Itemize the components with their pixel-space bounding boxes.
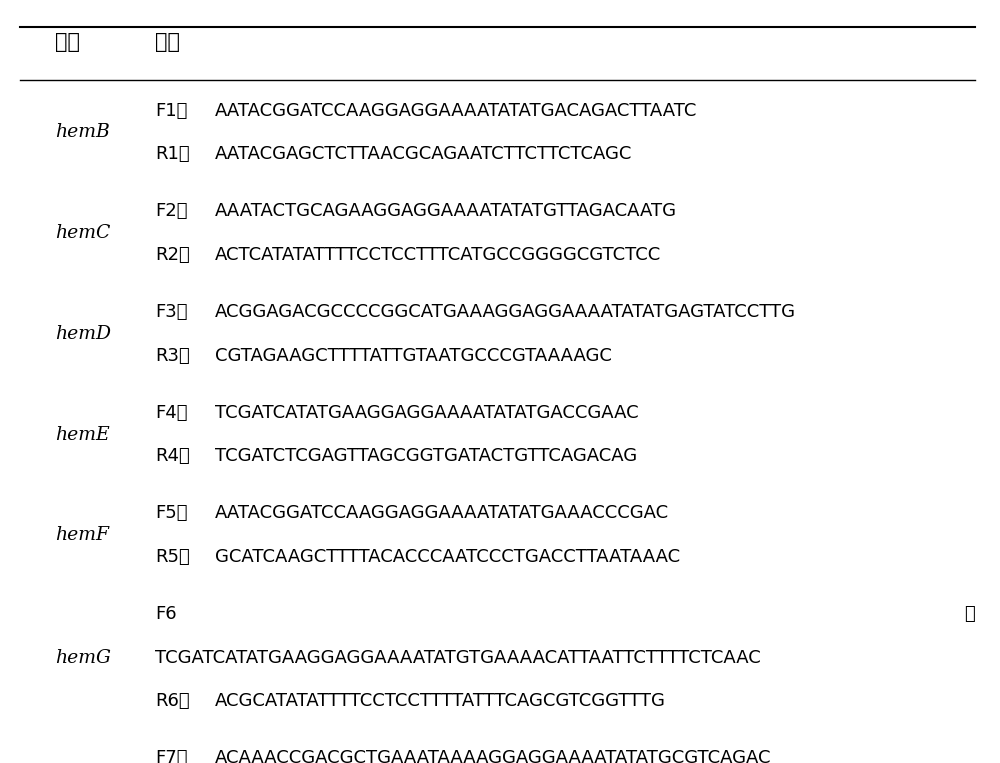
- Text: GCATCAAGCTTTTACACCCAATCCCTGACCTTAATAAAC: GCATCAAGCTTTTACACCCAATCCCTGACCTTAATAAAC: [215, 548, 680, 566]
- Text: AATACGGATCCAAGGAGGAAAATATATGAAACCCGAC: AATACGGATCCAAGGAGGAAAATATATGAAACCCGAC: [215, 504, 669, 523]
- Text: TCGATCATATGAAGGAGGAAAATATGTGAAAACATTAATTCTTTTCTCAAC: TCGATCATATGAAGGAGGAAAATATGTGAAAACATTAATT…: [155, 649, 761, 667]
- Text: 基因: 基因: [55, 32, 80, 52]
- Text: AAATACTGCAGAAGGAGGAAAATATATGTTAGACAATG: AAATACTGCAGAAGGAGGAAAATATATGTTAGACAATG: [215, 202, 677, 221]
- Text: F2：: F2：: [155, 202, 188, 221]
- Text: hemD: hemD: [55, 325, 111, 343]
- Text: F7：: F7：: [155, 749, 188, 763]
- Text: F5：: F5：: [155, 504, 188, 523]
- Text: AATACGGATCCAAGGAGGAAAATATATGACAGACTTAATC: AATACGGATCCAAGGAGGAAAATATATGACAGACTTAATC: [215, 101, 697, 120]
- Text: ACGGAGACGCCCCGGCATGAAAGGAGGAAAATATATGAGTATCCTTG: ACGGAGACGCCCCGGCATGAAAGGAGGAAAATATATGAGT…: [215, 303, 796, 321]
- Text: hemF: hemF: [55, 526, 109, 544]
- Text: hemC: hemC: [55, 224, 110, 242]
- Text: R1：: R1：: [155, 145, 190, 163]
- Text: F6: F6: [155, 605, 177, 623]
- Text: hemG: hemG: [55, 649, 111, 667]
- Text: 引物: 引物: [155, 32, 180, 52]
- Text: F3：: F3：: [155, 303, 188, 321]
- Text: ACTCATATATTTTCCTCCTTTCATGCCGGGGCGTCTCC: ACTCATATATTTTCCTCCTTTCATGCCGGGGCGTCTCC: [215, 246, 661, 264]
- Text: hemB: hemB: [55, 124, 110, 141]
- Text: CGTAGAAGCTTTTATTGTAATGCCCGTAAAAGC: CGTAGAAGCTTTTATTGTAATGCCCGTAAAAGC: [215, 346, 612, 365]
- Text: R2：: R2：: [155, 246, 190, 264]
- Text: R5：: R5：: [155, 548, 190, 566]
- Text: AATACGAGCTCTTAACGCAGAATCTTCTTCTCAGC: AATACGAGCTCTTAACGCAGAATCTTCTTCTCAGC: [215, 145, 632, 163]
- Text: hemE: hemE: [55, 426, 110, 443]
- Text: R4：: R4：: [155, 447, 190, 465]
- Text: TCGATCTCGAGTTAGCGGTGATACTGTTCAGACAG: TCGATCTCGAGTTAGCGGTGATACTGTTCAGACAG: [215, 447, 637, 465]
- Text: F1：: F1：: [155, 101, 187, 120]
- Text: ACAAACCGACGCTGAAATAAAAGGAGGAAAATATATGCGTCAGAC: ACAAACCGACGCTGAAATAAAAGGAGGAAAATATATGCGT…: [215, 749, 772, 763]
- Text: F4：: F4：: [155, 404, 188, 422]
- Text: R3：: R3：: [155, 346, 190, 365]
- Text: ：: ：: [964, 605, 975, 623]
- Text: R6：: R6：: [155, 692, 190, 710]
- Text: TCGATCATATGAAGGAGGAAAATATATGACCGAAC: TCGATCATATGAAGGAGGAAAATATATGACCGAAC: [215, 404, 639, 422]
- Text: ACGCATATATTTTCCTCCTTTTATTTCAGCGTCGGTTTG: ACGCATATATTTTCCTCCTTTTATTTCAGCGTCGGTTTG: [215, 692, 666, 710]
